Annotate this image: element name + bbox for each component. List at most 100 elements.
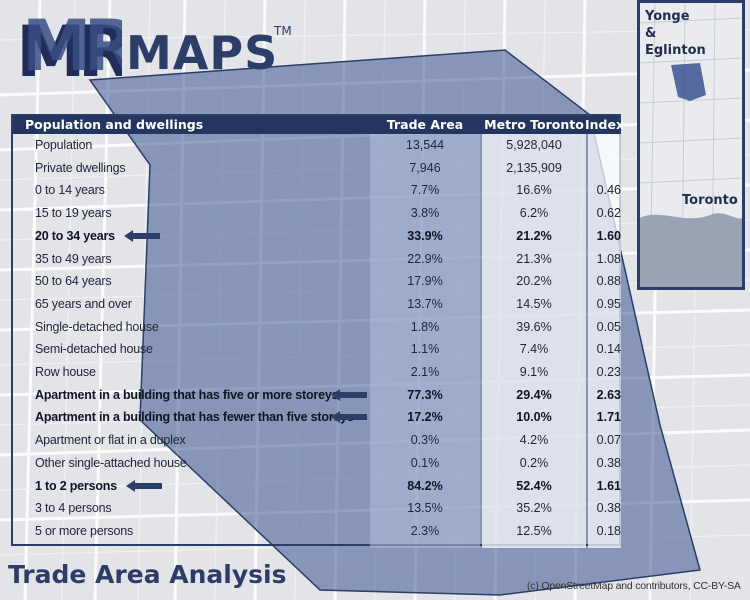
inset-city-label: Toronto	[682, 193, 738, 208]
inset-map-graphic	[640, 3, 742, 287]
table-row: Other single-attached house 0.1% 0.2% 0.38	[13, 452, 621, 475]
index-value: 0.38	[596, 501, 621, 516]
row-label: Single-detached house	[35, 319, 159, 334]
row-label: 65 years and over	[35, 296, 132, 311]
trade-area-value: 22.9%	[407, 251, 443, 266]
index-value: 2.63	[596, 387, 621, 402]
metro-column-bg	[482, 134, 586, 548]
table-row: Private dwellings 7,946 2,135,909	[13, 157, 619, 180]
index-value: 0.07	[596, 433, 621, 448]
row-label: Private dwellings	[35, 160, 126, 175]
brand-name: MAPS	[126, 26, 279, 80]
metro-value: 10.0%	[516, 410, 552, 425]
mr-logo: MR MR	[16, 10, 122, 86]
index-value: 1.60	[596, 228, 621, 243]
trade-area-value: 17.9%	[407, 274, 443, 289]
row-label: 0 to 14 years	[35, 183, 105, 198]
metro-value: 29.4%	[516, 387, 552, 402]
index-value: 0.05	[596, 319, 621, 334]
trade-area-value: 84.2%	[407, 478, 443, 493]
row-label: Apartment in a building that has five or…	[35, 387, 339, 402]
metro-value: 52.4%	[516, 478, 552, 493]
index-value: 1.61	[596, 478, 621, 493]
table-row: Apartment or flat in a duplex 0.3% 4.2% 0.0…	[13, 429, 621, 452]
metro-value: 9.1%	[519, 365, 549, 379]
inset-area-label-line2: &	[645, 26, 657, 41]
row-label: Other single-attached house	[35, 455, 187, 470]
table-row: 20 to 34 years 33.9% 21.2% 1.60	[13, 225, 621, 248]
index-value: 0.14	[596, 342, 621, 357]
row-label: 35 to 49 years	[35, 251, 112, 266]
metro-value: 4.2%	[519, 433, 549, 448]
metro-value: 21.3%	[516, 251, 552, 266]
header-trade-area: Trade Area	[386, 117, 464, 132]
map-credit: (c) OpenStreetMap and contributors, CC-B…	[527, 580, 741, 592]
inset-locator-map: Yonge & Eglinton Toronto	[637, 0, 745, 290]
trade-area-value: 13.7%	[407, 296, 443, 311]
trade-area-column-bg	[370, 134, 480, 548]
metro-value: 21.2%	[516, 228, 552, 243]
trade-area-value: 0.1%	[410, 455, 440, 470]
row-label: Population	[35, 138, 93, 152]
trade-area-value: 7,946	[409, 160, 441, 175]
metro-value: 0.2%	[519, 455, 549, 470]
index-value: 0.88	[596, 274, 621, 289]
header-index: Index	[585, 117, 625, 132]
metro-value: 16.6%	[516, 183, 552, 198]
row-label: 3 to 4 persons	[35, 501, 112, 516]
row-label: 15 to 19 years	[35, 206, 112, 221]
index-column-bg	[588, 134, 621, 548]
index-value: 0.23	[596, 365, 621, 379]
table-row: Single-detached house 1.8% 39.6% 0.05	[13, 316, 621, 339]
page-title: Trade Area Analysis	[8, 560, 287, 589]
metro-value: 5,928,040	[506, 138, 562, 152]
table-row: Apartment in a building that has fewer t…	[13, 406, 621, 429]
row-label: 20 to 34 years	[35, 228, 115, 243]
left-arrow-icon	[123, 229, 160, 242]
index-value: 1.08	[596, 251, 621, 266]
table-row: 0 to 14 years 7.7% 16.6% 0.46	[13, 179, 621, 202]
svg-text:MR: MR	[22, 10, 122, 86]
table-row: 50 to 64 years 17.9% 20.2% 0.88	[13, 270, 621, 293]
table-row: 3 to 4 persons 13.5% 35.2% 0.38	[13, 497, 621, 520]
table-row: 1 to 2 persons 84.2% 52.4% 1.61	[13, 475, 621, 498]
row-label: Apartment or flat in a duplex	[35, 433, 186, 448]
inset-area-label-line1: Yonge	[645, 9, 690, 24]
metro-value: 2,135,909	[506, 160, 562, 175]
table-row: 35 to 49 years 22.9% 21.3% 1.08	[13, 248, 621, 271]
table-row: 5 or more persons 2.3% 12.5% 0.18	[13, 520, 621, 543]
table-row: Row house 2.1% 9.1% 0.23	[13, 361, 621, 384]
table-row: Semi-detached house 1.1% 7.4% 0.14	[13, 338, 621, 361]
row-label: Apartment in a building that has fewer t…	[35, 410, 354, 425]
inset-trade-area	[671, 63, 706, 101]
index-value: 0.62	[596, 206, 621, 221]
metro-value: 39.6%	[516, 319, 552, 334]
table-row: 15 to 19 years 3.8% 6.2% 0.62	[13, 202, 621, 225]
header-category: Population and dwellings	[25, 117, 204, 132]
trade-area-value: 77.3%	[407, 387, 443, 402]
table-row: 65 years and over 13.7% 14.5% 0.95	[13, 293, 621, 316]
index-value: 0.38	[596, 455, 621, 470]
trade-area-value: 13.5%	[407, 501, 443, 516]
trademark-mark: TM	[274, 24, 292, 38]
trade-area-value: 13,544	[405, 138, 445, 152]
trade-area-value: 1.1%	[410, 342, 440, 357]
metro-value: 14.5%	[516, 296, 552, 311]
svg-text:MR: MR	[16, 11, 122, 86]
trade-area-value: 7.7%	[410, 183, 440, 198]
row-label: 50 to 64 years	[35, 274, 112, 289]
left-arrow-icon	[331, 388, 367, 401]
table-row: Apartment in a building that has five or…	[13, 384, 621, 407]
metro-value: 35.2%	[516, 501, 552, 516]
metro-value: 7.4%	[519, 342, 549, 357]
index-value: 0.18	[596, 523, 621, 538]
trade-area-value: 0.3%	[410, 433, 440, 448]
table-row: Population 13,544 5,928,040	[13, 134, 619, 157]
metro-value: 12.5%	[516, 523, 552, 538]
header-metro: Metro Toronto	[484, 117, 584, 132]
trade-area-value: 2.1%	[410, 365, 440, 379]
left-arrow-icon	[125, 479, 162, 492]
inset-area-label-line3: Eglinton	[645, 43, 706, 58]
index-value: 0.95	[596, 296, 621, 311]
